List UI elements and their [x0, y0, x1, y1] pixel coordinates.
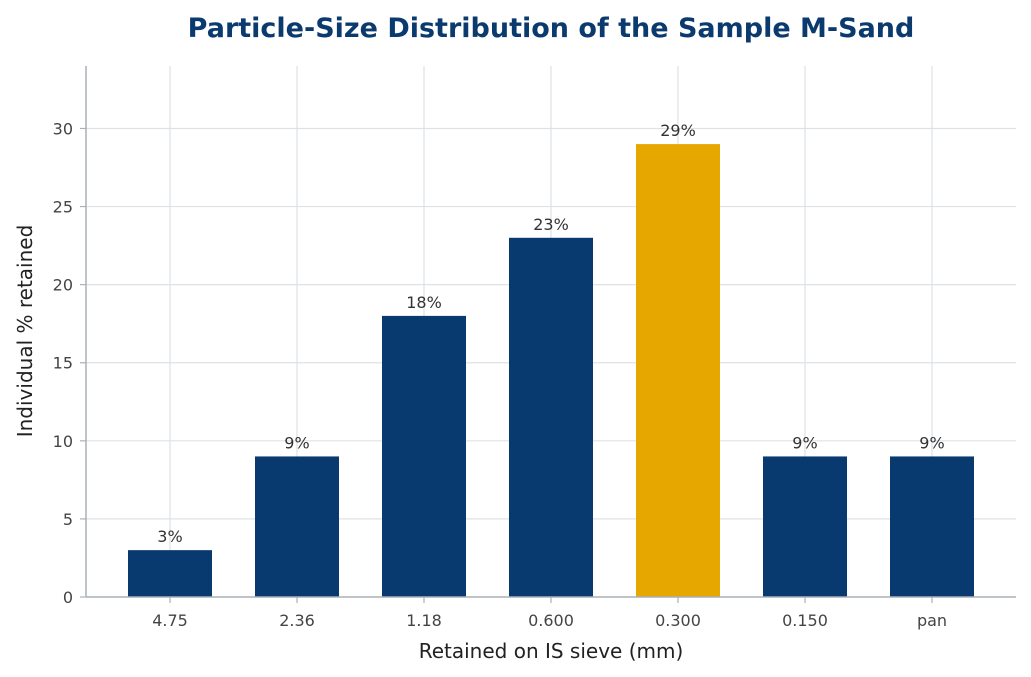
y-tick-label: 30	[53, 119, 73, 138]
y-tick-label: 20	[53, 276, 73, 295]
x-tick-label: 2.36	[279, 611, 315, 630]
data-label: 29%	[660, 121, 696, 140]
bar-pan	[890, 456, 974, 597]
x-tick-label: 1.18	[406, 611, 442, 630]
y-tick-label: 10	[53, 432, 73, 451]
bar-0-300	[636, 144, 720, 597]
x-tick-label: pan	[917, 611, 947, 630]
data-label: 9%	[919, 433, 944, 452]
bar-0-150	[763, 456, 847, 597]
data-label: 23%	[533, 215, 569, 234]
bar-1-18	[382, 315, 466, 597]
bar-0-600	[509, 237, 593, 597]
data-label: 9%	[284, 433, 309, 452]
bars	[128, 144, 974, 597]
x-tick-label: 0.600	[528, 611, 574, 630]
y-tick-label: 15	[53, 354, 73, 373]
y-tick-label: 0	[63, 588, 73, 607]
y-axis-label: Individual % retained	[13, 225, 37, 438]
y-tick-label: 25	[53, 198, 73, 217]
x-tick-label: 0.300	[655, 611, 701, 630]
chart-title: Particle-Size Distribution of the Sample…	[188, 13, 915, 44]
bar-2-36	[255, 456, 339, 597]
data-label: 18%	[406, 293, 442, 312]
axes: 0 5 10 15 20 25 30 4.75 2.36 1.18 0.600 0.300 0.150 p…	[53, 66, 1016, 630]
data-label: 3%	[157, 527, 182, 546]
bar-4-75	[128, 550, 212, 597]
y-tick-label: 5	[63, 510, 73, 529]
x-tick-label: 0.150	[782, 611, 828, 630]
x-axis-label: Retained on IS sieve (mm)	[419, 639, 684, 663]
x-tick-label: 4.75	[152, 611, 188, 630]
data-label: 9%	[792, 433, 817, 452]
data-labels: 3% 9% 18% 23% 29% 9% 9%	[157, 121, 944, 546]
